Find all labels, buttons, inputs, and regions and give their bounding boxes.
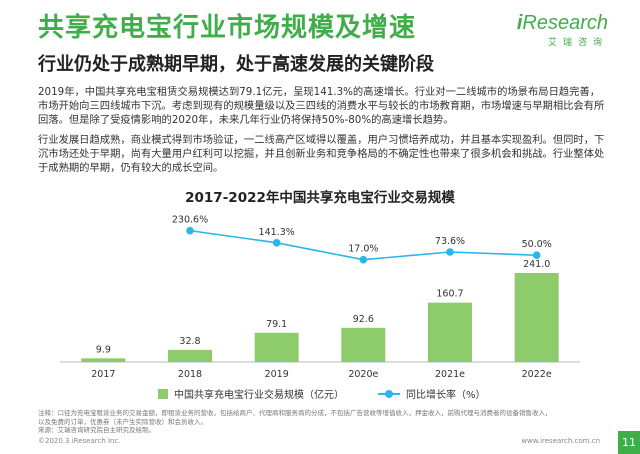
x-tick-label-2017: 2017 (91, 369, 115, 380)
bar-label-2019: 79.1 (266, 319, 287, 330)
growth-point-2020e (359, 255, 368, 264)
bar-label-2018: 32.8 (179, 336, 200, 347)
bar-label-2020e: 92.6 (353, 314, 374, 325)
bar-2020e (341, 327, 386, 362)
legend-item-bar: 中国共享充电宝行业交易规模（亿元） (158, 386, 344, 401)
bar-2022e (514, 273, 559, 362)
legend-swatch-line (378, 389, 400, 398)
body-paragraph-1: 2019年，中国共享充电宝租赁交易规模达到79.1亿元，呈现141.3%的高速增… (38, 86, 605, 126)
x-tick-label-2018: 2018 (178, 369, 202, 380)
note-line-1: 注释：口径为充电宝租赁业务的交易金额，即租赁业务的营收，包括给商户、代理商和服务… (38, 409, 552, 417)
website-link[interactable]: www.iresearch.com.cn (521, 437, 600, 445)
legend-label-line: 同比增长率（%） (406, 390, 486, 401)
growth-label-2018: 230.6% (172, 215, 208, 226)
x-tick-label-2021e: 2021e (435, 369, 465, 380)
bar-2021e (428, 302, 472, 362)
x-tick-label-2019: 2019 (265, 369, 289, 380)
chart-legend: 中国共享充电宝行业交易规模（亿元） 同比增长率（%） (0, 386, 640, 402)
bar-2019 (254, 332, 299, 362)
bar-2017 (81, 358, 126, 362)
growth-point-2019 (272, 238, 281, 247)
x-tick-label-2020e: 2020e (348, 369, 378, 380)
growth-point-2018 (186, 226, 194, 235)
x-tick-label-2022e: 2022e (522, 369, 552, 380)
growth-label-2020e: 17.0% (348, 244, 378, 255)
legend-label-bar: 中国共享充电宝行业交易规模（亿元） (174, 390, 344, 401)
bar-2018 (168, 349, 212, 362)
note-line-2: 以及免费的订单，优惠券（未产生实际营收）和会员收入。 (38, 417, 207, 426)
growth-point-2021e (446, 248, 454, 256)
legend-item-line: 同比增长率（%） (378, 386, 486, 401)
legend-swatch-bar (158, 388, 168, 399)
growth-label-2019: 141.3% (259, 227, 295, 238)
bar-label-2017: 9.9 (96, 344, 111, 355)
growth-label-2022e: 50.0% (522, 239, 552, 250)
source-line: 来源：艾瑞咨询研究院自主研究及绘制。 (38, 426, 155, 434)
page-subtitle: 行业仍处于成熟期早期，处于高速发展的关键阶段 (38, 54, 434, 75)
growth-label-2021e: 73.6% (435, 236, 465, 247)
iresearch-logo: iResearch 艾瑞咨询 (516, 12, 608, 48)
chart-title: 2017-2022年中国共享充电宝行业交易规模 (185, 190, 455, 206)
bar-label-2022e: 241.0 (523, 259, 550, 270)
growth-point-2022e (532, 251, 541, 259)
page-title: 共享充电宝行业市场规模及增速 (38, 13, 417, 43)
footnotes: 注释：口径为充电宝租赁业务的交易金额，即租赁业务的营收，包括给商户、代理商和服务… (38, 409, 608, 435)
copyright: ©2020.3 iResearch Inc. (38, 437, 121, 445)
body-paragraph-2: 行业发展日趋成熟，商业模式得到市场验证，一二线高产区域得以覆盖，用户习惯培养成功… (38, 134, 605, 174)
page-number: 11 (618, 431, 640, 454)
bar-label-2021e: 160.7 (436, 289, 463, 300)
